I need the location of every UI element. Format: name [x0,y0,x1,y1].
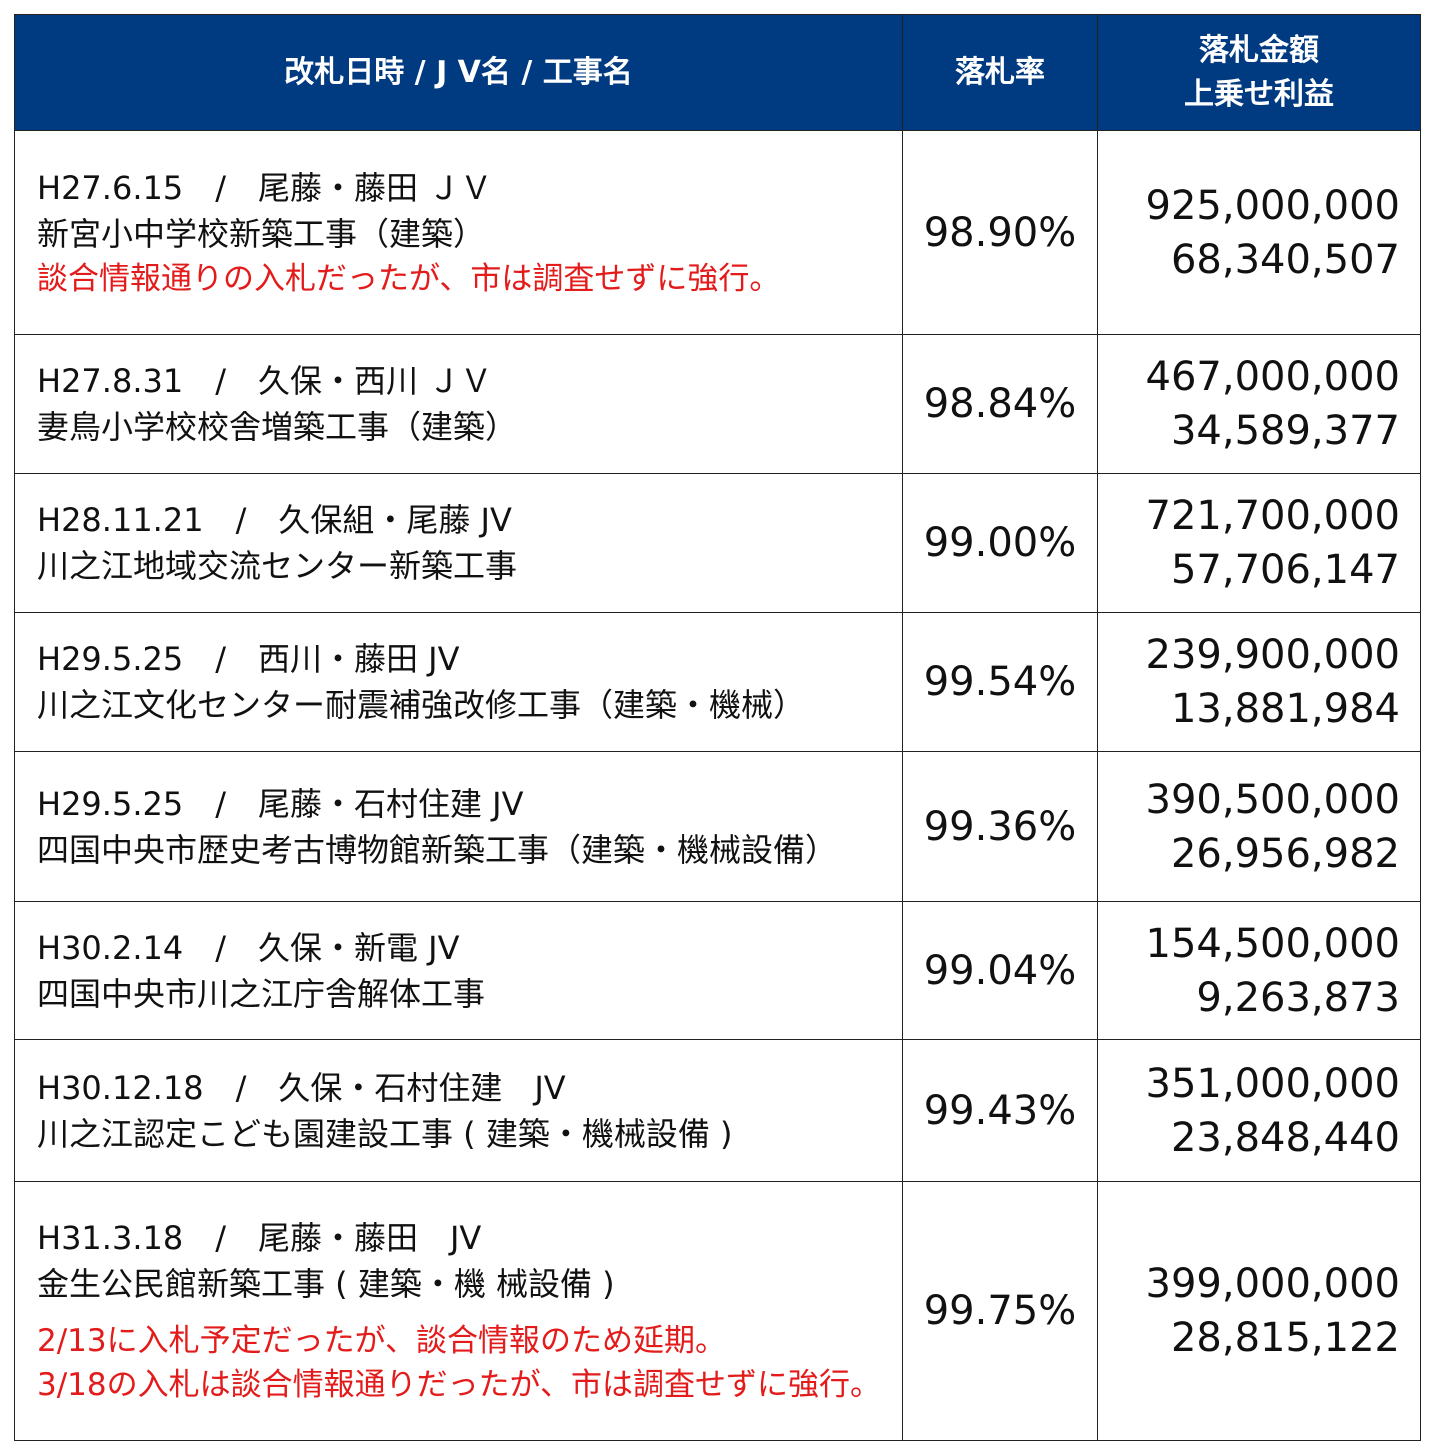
row-amount: 467,000,000 [1145,354,1400,400]
header-row: 改札日時 / J V名 / 工事名 落札率 落札金額 上乗せ利益 [14,14,1421,131]
row-profit: 13,881,984 [1170,686,1400,732]
row-desc-cell: H27.6.15 / 尾藤・藤田 ＪＶ 新宮小中学校新築工事（建築） 談合情報通… [14,130,903,335]
row-amount-cell: 925,000,000 68,340,507 [1097,130,1421,335]
row-note: 2/13に入札予定だったが、談合情報のため延期。 [37,1323,726,1359]
row-date-jv: H30.2.14 / 久保・新電 JV [37,928,460,967]
row-date-jv: H29.5.25 / 尾藤・石村住建 JV [37,784,524,823]
header-amount-line2: 上乗せ利益 [1184,76,1334,112]
row-profit: 9,263,873 [1196,974,1400,1021]
table-row: H30.2.14 / 久保・新電 JV 四国中央市川之江庁舎解体工事 99.04… [14,901,1421,1040]
row-project: 新宮小中学校新築工事（建築） [37,214,486,253]
row-amount: 351,000,000 [1145,1060,1400,1107]
row-project: 川之江認定こども園建設工事 ( 建築・機械設備 ) [37,1114,733,1153]
table-row: H28.11.21 / 久保組・尾藤 JV 川之江地域交流センター新築工事 99… [14,473,1421,613]
row-amount: 239,900,000 [1145,632,1400,678]
table-body: H27.6.15 / 尾藤・藤田 ＪＶ 新宮小中学校新築工事（建築） 談合情報通… [14,130,1421,1441]
row-rate: 98.90% [902,130,1098,335]
row-amount: 721,700,000 [1145,493,1400,539]
row-rate: 99.54% [902,612,1098,752]
row-project: 川之江文化センター耐震補強改修工事（建築・機械） [37,686,806,724]
row-date-jv: H31.3.18 / 尾藤・藤田 JV [37,1219,482,1257]
row-profit: 26,956,982 [1170,830,1400,877]
row-desc-cell: H30.2.14 / 久保・新電 JV 四国中央市川之江庁舎解体工事 [14,901,903,1040]
row-note: 談合情報通りの入札だったが、市は調査せずに強行。 [37,260,781,297]
row-desc-cell: H27.8.31 / 久保・西川 ＪＶ 妻鳥小学校校舎増築工事（建築） [14,334,903,474]
table-row: H31.3.18 / 尾藤・藤田 JV 金生公民館新築工事 ( 建築・機 械設備… [14,1181,1421,1441]
row-desc-cell: H31.3.18 / 尾藤・藤田 JV 金生公民館新築工事 ( 建築・機 械設備… [14,1181,903,1441]
row-note: 3/18の入札は談合情報通りだったが、市は調査せずに強行。 [37,1367,881,1403]
row-notes: 2/13に入札予定だったが、談合情報のため延期。 3/18の入札は談合情報通りだ… [37,1319,888,1407]
row-project: 四国中央市川之江庁舎解体工事 [37,974,486,1013]
header-desc: 改札日時 / J V名 / 工事名 [14,14,903,131]
row-profit: 23,848,440 [1170,1114,1400,1161]
row-project: 妻鳥小学校校舎増築工事（建築） [37,408,518,446]
row-rate: 99.00% [902,473,1098,613]
row-date-jv: H27.8.31 / 久保・西川 ＪＶ [37,362,493,400]
table-row: H27.8.31 / 久保・西川 ＪＶ 妻鳥小学校校舎増築工事（建築） 98.8… [14,334,1421,474]
row-rate: 98.84% [902,334,1098,474]
row-desc-cell: H30.12.18 / 久保・石村住建 JV 川之江認定こども園建設工事 ( 建… [14,1039,903,1182]
header-rate: 落札率 [902,14,1098,131]
row-rate: 99.04% [902,901,1098,1040]
row-date-jv: H29.5.25 / 西川・藤田 JV [37,640,460,678]
row-amount-cell: 154,500,000 9,263,873 [1097,901,1421,1040]
row-amount: 390,500,000 [1145,776,1400,823]
table-row: H27.6.15 / 尾藤・藤田 ＪＶ 新宮小中学校新築工事（建築） 談合情報通… [14,130,1421,335]
row-rate: 99.75% [902,1181,1098,1441]
row-rate: 99.43% [902,1039,1098,1182]
row-amount-cell: 721,700,000 57,706,147 [1097,473,1421,613]
row-project: 四国中央市歴史考古博物館新築工事（建築・機械設備） [37,830,838,869]
row-amount-cell: 239,900,000 13,881,984 [1097,612,1421,752]
row-amount: 154,500,000 [1145,920,1400,967]
row-date-jv: H27.6.15 / 尾藤・藤田 ＪＶ [37,168,493,207]
row-rate: 99.36% [902,751,1098,902]
row-amount-cell: 351,000,000 23,848,440 [1097,1039,1421,1182]
row-amount: 399,000,000 [1145,1261,1400,1307]
table-row: H29.5.25 / 西川・藤田 JV 川之江文化センター耐震補強改修工事（建築… [14,612,1421,752]
row-desc-cell: H29.5.25 / 西川・藤田 JV 川之江文化センター耐震補強改修工事（建築… [14,612,903,752]
table-row: H30.12.18 / 久保・石村住建 JV 川之江認定こども園建設工事 ( 建… [14,1039,1421,1182]
row-project: 金生公民館新築工事 ( 建築・機 械設備 ) [37,1265,615,1303]
row-amount-cell: 390,500,000 26,956,982 [1097,751,1421,902]
row-profit: 28,815,122 [1170,1315,1400,1361]
row-project: 川之江地域交流センター新築工事 [37,547,518,585]
bid-results-table: 改札日時 / J V名 / 工事名 落札率 落札金額 上乗せ利益 H27.6.1… [14,14,1421,1441]
row-amount-cell: 399,000,000 28,815,122 [1097,1181,1421,1441]
header-amount: 落札金額 上乗せ利益 [1097,14,1421,131]
row-desc-cell: H29.5.25 / 尾藤・石村住建 JV 四国中央市歴史考古博物館新築工事（建… [14,751,903,902]
row-amount-cell: 467,000,000 34,589,377 [1097,334,1421,474]
row-profit: 57,706,147 [1170,547,1400,593]
row-desc-cell: H28.11.21 / 久保組・尾藤 JV 川之江地域交流センター新築工事 [14,473,903,613]
table-row: H29.5.25 / 尾藤・石村住建 JV 四国中央市歴史考古博物館新築工事（建… [14,751,1421,902]
row-date-jv: H28.11.21 / 久保組・尾藤 JV [37,501,512,539]
row-profit: 34,589,377 [1170,408,1400,454]
table-header: 改札日時 / J V名 / 工事名 落札率 落札金額 上乗せ利益 [14,14,1421,131]
row-profit: 68,340,507 [1170,236,1400,283]
header-amount-line1: 落札金額 [1199,32,1319,68]
row-amount: 925,000,000 [1145,182,1400,229]
row-date-jv: H30.12.18 / 久保・石村住建 JV [37,1068,566,1107]
